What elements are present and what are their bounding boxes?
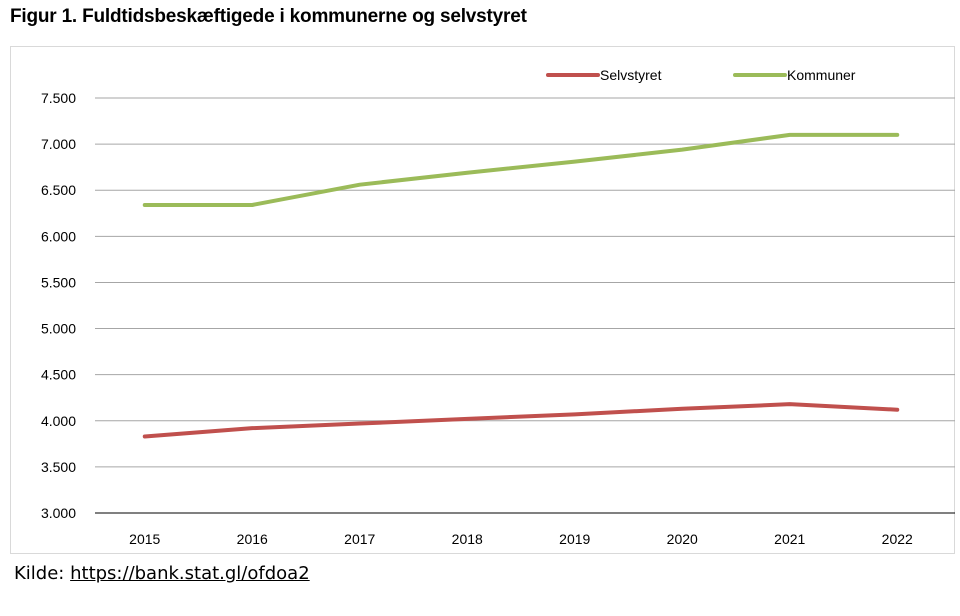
x-tick-label: 2017 <box>344 531 375 547</box>
y-tick-label: 7.500 <box>41 90 76 106</box>
x-tick-label: 2016 <box>237 531 268 547</box>
source-link[interactable]: https://bank.stat.gl/ofdoa2 <box>70 563 310 584</box>
y-tick-label: 4.000 <box>41 413 76 429</box>
x-tick-label: 2018 <box>452 531 483 547</box>
chart-frame <box>10 46 955 554</box>
x-axis-ticks: 2015 2016 2017 2018 2019 2020 2021 2022 <box>129 531 913 547</box>
x-tick-label: 2019 <box>559 531 590 547</box>
y-axis-ticks: 3.000 3.500 4.000 4.500 5.000 5.500 6.000 6.500… <box>41 90 76 521</box>
x-tick-label: 2021 <box>774 531 805 547</box>
source-label: Kilde: <box>14 563 65 584</box>
series-line-kommuner <box>142 132 900 207</box>
grid-lines <box>95 97 955 514</box>
y-tick-label: 4.500 <box>41 367 76 383</box>
series-lines <box>142 132 900 439</box>
y-tick-label: 7.000 <box>41 136 76 152</box>
series-line-selvstyret <box>142 402 900 439</box>
line-chart: 3.000 3.500 4.000 4.500 5.000 5.500 6.000 6.500… <box>41 67 955 547</box>
source-line: Kilde: https://bank.stat.gl/ofdoa2 <box>14 563 310 584</box>
legend: Selvstyret Kommuner <box>546 67 856 83</box>
legend-label: Kommuner <box>787 67 856 83</box>
y-tick-label: 3.500 <box>41 459 76 475</box>
chart-title: Figur 1. Fuldtidsbeskæftigede i kommuner… <box>10 6 527 27</box>
legend-label: Selvstyret <box>600 67 662 83</box>
y-tick-label: 6.000 <box>41 228 76 244</box>
y-tick-label: 3.000 <box>41 505 76 521</box>
x-tick-label: 2022 <box>882 531 913 547</box>
x-tick-label: 2015 <box>129 531 160 547</box>
y-tick-label: 5.500 <box>41 274 76 290</box>
x-tick-label: 2020 <box>667 531 698 547</box>
y-tick-label: 5.000 <box>41 321 76 337</box>
y-tick-label: 6.500 <box>41 182 76 198</box>
